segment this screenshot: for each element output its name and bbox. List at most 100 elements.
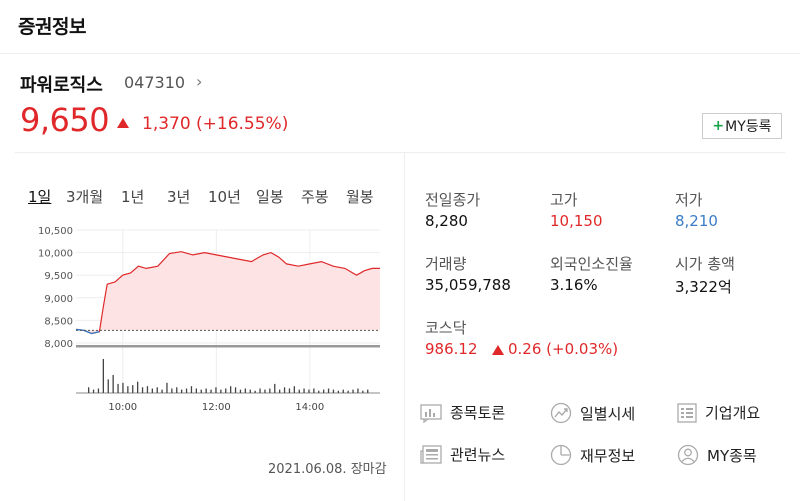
tab-1year[interactable]: 1년 bbox=[121, 188, 145, 206]
news-icon bbox=[420, 444, 442, 464]
volume-bar bbox=[362, 390, 364, 393]
high-value: 10,150 bbox=[550, 212, 603, 230]
volume-bar bbox=[313, 388, 315, 393]
tab-3years[interactable]: 3년 bbox=[167, 188, 191, 206]
volume-bar bbox=[92, 389, 95, 393]
volume-bar bbox=[332, 389, 335, 393]
price-change-percent: (+16.55%) bbox=[196, 114, 289, 134]
plus-icon: + bbox=[712, 118, 725, 134]
current-price: 9,650 bbox=[20, 101, 110, 139]
my-stock-icon bbox=[677, 444, 699, 466]
x-tick-label: 10:00 bbox=[108, 402, 137, 412]
x-tick-label: 12:00 bbox=[202, 402, 231, 412]
volume-value: 35,059,788 bbox=[425, 276, 511, 294]
volume-bar bbox=[166, 382, 168, 393]
price-change: 1,370 bbox=[142, 114, 191, 134]
intraday-price-chart: 10,500 10,000 9,500 9,000 8,500 8,000 10:00 12:… bbox=[38, 226, 380, 412]
quick-links: 종목토론 일별시세 기업개요 관련뉴스 재무정보 bbox=[420, 398, 790, 478]
prev-close-label: 전일종가 bbox=[425, 191, 481, 209]
news-link[interactable]: 관련뉴스 bbox=[420, 444, 505, 465]
volume-bar bbox=[288, 388, 291, 393]
header-title: 증권정보 bbox=[18, 16, 86, 38]
tab-10years[interactable]: 10년 bbox=[208, 188, 241, 206]
volume-bar bbox=[176, 387, 178, 393]
volume-bar bbox=[283, 387, 286, 393]
tab-weekly-candle[interactable]: 주봉 bbox=[301, 188, 329, 206]
y-tick-label: 10,500 bbox=[38, 226, 73, 237]
y-tick-label: 8,500 bbox=[44, 316, 73, 327]
volume-bar bbox=[195, 388, 197, 393]
volume-bar bbox=[112, 374, 114, 393]
chart-date: 2021.06.08. 장마감 bbox=[268, 462, 387, 477]
divider bbox=[404, 153, 405, 501]
volume-bar bbox=[146, 386, 149, 393]
company-overview-icon bbox=[677, 402, 697, 423]
volume-bar bbox=[225, 388, 227, 393]
volume-bar bbox=[303, 388, 305, 393]
volume-bar bbox=[107, 379, 109, 393]
volume-bar bbox=[185, 388, 188, 393]
prev-close-value: 8,280 bbox=[425, 212, 468, 230]
market-cap-label: 시가 총액 bbox=[675, 255, 735, 273]
volume-bar bbox=[200, 389, 202, 393]
volume-bar bbox=[141, 387, 144, 393]
y-tick-label: 9,500 bbox=[44, 271, 73, 282]
volume-bar bbox=[269, 388, 271, 393]
volume-bar bbox=[234, 387, 237, 393]
tab-3months[interactable]: 3개월 bbox=[66, 188, 104, 206]
chevron-right-icon[interactable]: › bbox=[196, 72, 203, 91]
up-triangle-icon bbox=[117, 118, 129, 128]
volume-bar bbox=[347, 390, 349, 393]
volume-bar bbox=[102, 359, 104, 393]
news-label: 관련뉴스 bbox=[450, 446, 506, 464]
discussion-label: 종목토론 bbox=[450, 404, 506, 422]
tab-1day[interactable]: 1일 bbox=[28, 188, 52, 206]
stock-name[interactable]: 파워로직스 bbox=[20, 75, 103, 96]
low-label: 저가 bbox=[675, 191, 703, 209]
high-label: 고가 bbox=[550, 191, 578, 209]
volume-bar bbox=[244, 388, 246, 393]
financial-icon bbox=[550, 444, 572, 466]
kosdaq-value: 986.12 bbox=[425, 340, 478, 358]
volume-bar bbox=[259, 388, 261, 393]
tab-daily-candle[interactable]: 일봉 bbox=[256, 188, 284, 206]
volume-bar bbox=[210, 389, 212, 393]
low-value: 8,210 bbox=[675, 212, 718, 230]
foreign-ratio-label: 외국인소진율 bbox=[550, 255, 633, 273]
volume-bar bbox=[88, 387, 90, 393]
volume-bar bbox=[323, 389, 325, 393]
company-overview-label: 기업개요 bbox=[705, 404, 761, 422]
volume-bar bbox=[254, 390, 256, 393]
volume-bar bbox=[298, 389, 300, 393]
financial-link[interactable]: 재무정보 bbox=[550, 444, 635, 466]
volume-bar bbox=[156, 387, 158, 393]
discussion-link[interactable]: 종목토론 bbox=[420, 402, 505, 423]
my-register-button[interactable]: + MY등록 bbox=[702, 113, 782, 139]
daily-price-icon bbox=[550, 402, 572, 424]
y-tick-label: 10,000 bbox=[38, 249, 73, 260]
volume-bar bbox=[274, 383, 276, 393]
volume-bar bbox=[337, 390, 339, 393]
volume-bar bbox=[132, 385, 134, 393]
volume-bar bbox=[117, 383, 119, 393]
volume-bar bbox=[127, 386, 129, 393]
daily-price-link[interactable]: 일별시세 bbox=[550, 402, 635, 424]
tab-monthly-candle[interactable]: 월봉 bbox=[346, 188, 374, 206]
my-register-label: MY등록 bbox=[725, 119, 772, 135]
my-stock-label: MY종목 bbox=[707, 446, 757, 465]
price-volume-separator bbox=[76, 345, 380, 348]
kosdaq-change: 0.26 (+0.03%) bbox=[508, 340, 619, 358]
stock-code[interactable]: 047310 bbox=[124, 73, 186, 92]
volume-bar bbox=[264, 389, 266, 393]
up-triangle-icon bbox=[492, 345, 504, 355]
volume-bar bbox=[327, 388, 330, 393]
header: 증권정보 bbox=[0, 0, 800, 54]
company-overview-link[interactable]: 기업개요 bbox=[677, 402, 760, 423]
foreign-ratio-value: 3.16% bbox=[550, 276, 598, 294]
volume-bar bbox=[181, 389, 183, 393]
divider bbox=[15, 152, 785, 153]
volume-bar bbox=[352, 389, 354, 393]
volume-bar bbox=[249, 389, 251, 393]
kosdaq-label: 코스닥 bbox=[425, 319, 467, 337]
my-stock-link[interactable]: MY종목 bbox=[677, 444, 757, 466]
